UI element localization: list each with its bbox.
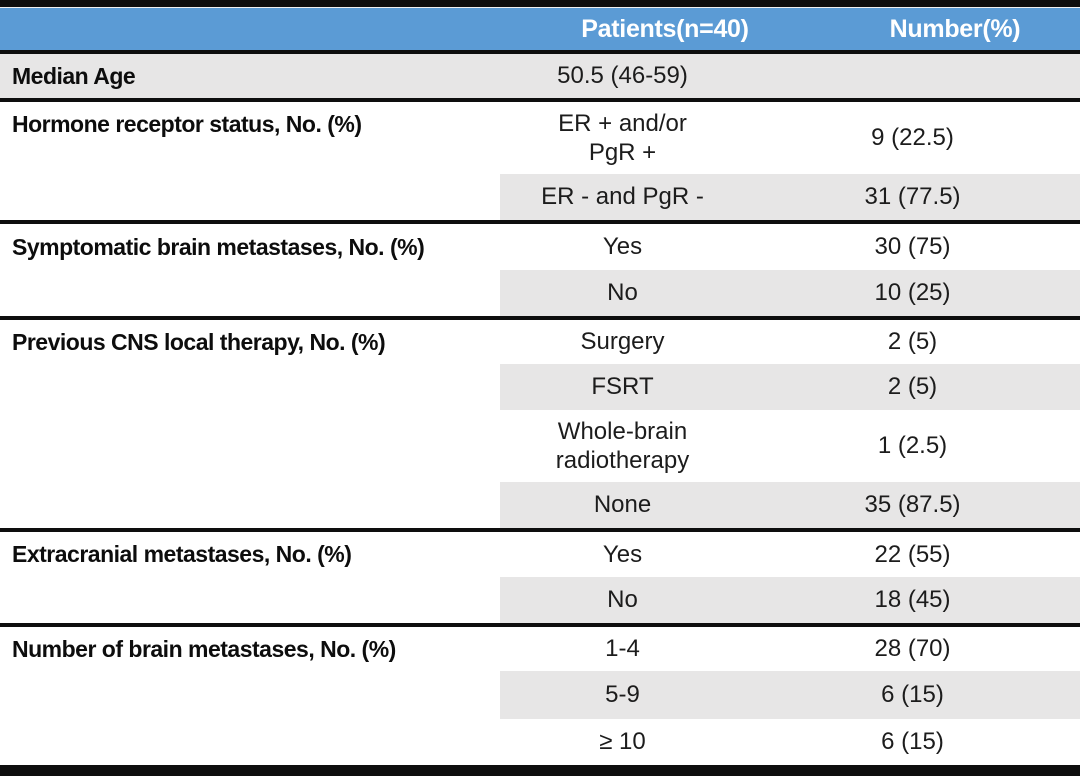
row-label: Symptomatic brain metastases, No. (%) bbox=[12, 233, 425, 260]
row-label bbox=[0, 719, 500, 765]
table-row: No 18 (45) bbox=[0, 577, 1080, 623]
patients-cell: 50.5 (46-59) bbox=[500, 54, 745, 98]
bottom-rule bbox=[0, 769, 1080, 776]
row-label bbox=[0, 364, 500, 410]
row-label bbox=[0, 671, 500, 719]
table-row: FSRT 2 (5) bbox=[0, 364, 1080, 410]
group-hormone-receptor: Hormone receptor status, No. (%) ER + an… bbox=[0, 102, 1080, 224]
number-cell: 2 (5) bbox=[745, 364, 1080, 410]
table-row: 5-9 6 (15) bbox=[0, 671, 1080, 719]
patients-cell: 1-4 bbox=[605, 635, 640, 663]
table-row: Symptomatic brain metastases, No. (%) Ye… bbox=[0, 224, 1080, 270]
group-previous-cns-therapy: Previous CNS local therapy, No. (%) Surg… bbox=[0, 320, 1080, 532]
number-cell: 2 (5) bbox=[887, 328, 938, 356]
number-cell: 6 (15) bbox=[881, 728, 944, 756]
number-cell bbox=[745, 54, 1080, 98]
number-cell: 10 (25) bbox=[745, 270, 1080, 316]
patients-cell: Yes bbox=[602, 540, 643, 568]
patients-cell: None bbox=[500, 482, 745, 528]
table-row: ER - and PgR - 31 (77.5) bbox=[0, 174, 1080, 220]
number-cell: 22 (55) bbox=[874, 540, 951, 568]
table-row: Previous CNS local therapy, No. (%) Surg… bbox=[0, 320, 1080, 364]
patients-cell: Surgery bbox=[580, 328, 665, 356]
group-number-brain-metastases: Number of brain metastases, No. (%) 1-4 … bbox=[0, 627, 1080, 769]
patients-cell: No bbox=[500, 270, 745, 316]
patients-cell: FSRT bbox=[500, 364, 745, 410]
row-label: Number of brain metastases, No. (%) bbox=[12, 635, 396, 662]
table-header-row: Patients(n=40) Number(%) bbox=[0, 8, 1080, 54]
table-row: Median Age 50.5 (46-59) bbox=[0, 54, 1080, 98]
row-label: Previous CNS local therapy, No. (%) bbox=[12, 328, 386, 355]
column-header-patients: Patients(n=40) bbox=[581, 14, 749, 43]
group-symptomatic-brain-metastases: Symptomatic brain metastases, No. (%) Ye… bbox=[0, 224, 1080, 320]
table-row: Number of brain metastases, No. (%) 1-4 … bbox=[0, 627, 1080, 671]
group-extracranial-metastases: Extracranial metastases, No. (%) Yes 22 … bbox=[0, 532, 1080, 627]
row-label: Median Age bbox=[0, 54, 500, 98]
number-cell: 30 (75) bbox=[874, 233, 951, 261]
table-row: None 35 (87.5) bbox=[0, 482, 1080, 528]
column-header-number: Number(%) bbox=[889, 14, 1021, 43]
row-label bbox=[0, 174, 500, 220]
patients-cell: Whole-brain radiotherapy bbox=[555, 417, 690, 474]
table-row: ≥ 10 6 (15) bbox=[0, 719, 1080, 765]
number-cell: 18 (45) bbox=[745, 577, 1080, 623]
row-label bbox=[0, 270, 500, 316]
number-cell: 9 (22.5) bbox=[871, 124, 954, 152]
row-label bbox=[0, 577, 500, 623]
number-cell: 6 (15) bbox=[745, 671, 1080, 719]
patients-cell: Yes bbox=[602, 233, 643, 261]
patients-cell: ER + and/or PgR + bbox=[558, 109, 687, 166]
table-row: Hormone receptor status, No. (%) ER + an… bbox=[0, 102, 1080, 174]
number-cell: 28 (70) bbox=[874, 635, 951, 663]
table-row: Extracranial metastases, No. (%) Yes 22 … bbox=[0, 532, 1080, 577]
patients-cell: ≥ 10 bbox=[599, 728, 646, 756]
row-label bbox=[0, 482, 500, 528]
patients-cell: 5-9 bbox=[500, 671, 745, 719]
patients-cell: ER - and PgR - bbox=[500, 174, 745, 220]
top-rule bbox=[0, 0, 1080, 8]
row-label: Extracranial metastases, No. (%) bbox=[12, 541, 352, 567]
table-row: Whole-brain radiotherapy 1 (2.5) bbox=[0, 410, 1080, 482]
table-row: No 10 (25) bbox=[0, 270, 1080, 316]
row-label: Hormone receptor status, No. (%) bbox=[12, 111, 362, 137]
row-label bbox=[0, 410, 500, 482]
patients-cell: No bbox=[500, 577, 745, 623]
number-cell: 35 (87.5) bbox=[745, 482, 1080, 528]
number-cell: 1 (2.5) bbox=[877, 432, 948, 460]
group-median-age: Median Age 50.5 (46-59) bbox=[0, 54, 1080, 102]
number-cell: 31 (77.5) bbox=[745, 174, 1080, 220]
